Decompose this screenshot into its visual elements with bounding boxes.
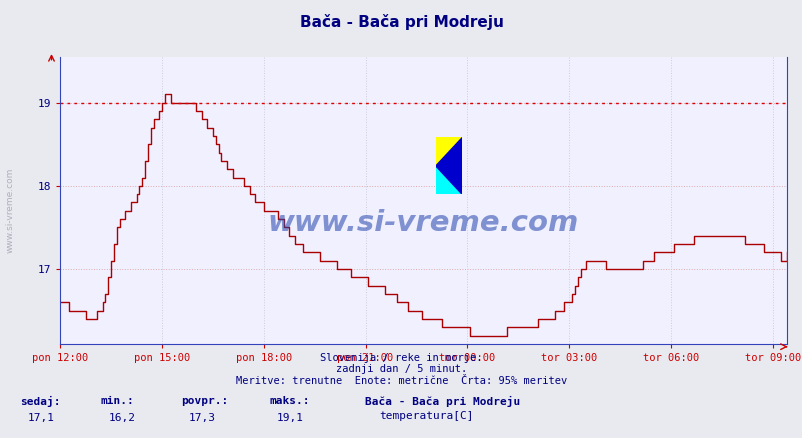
Text: Slovenija / reke in morje.: Slovenija / reke in morje. xyxy=(320,353,482,363)
Text: 19,1: 19,1 xyxy=(277,413,304,423)
Text: sedaj:: sedaj: xyxy=(20,396,60,407)
Text: Meritve: trenutne  Enote: metrične  Črta: 95% meritev: Meritve: trenutne Enote: metrične Črta: … xyxy=(236,376,566,386)
Text: Bača - Bača pri Modreju: Bača - Bača pri Modreju xyxy=(299,14,503,30)
Text: 17,1: 17,1 xyxy=(28,413,55,423)
Text: 17,3: 17,3 xyxy=(188,413,216,423)
Polygon shape xyxy=(435,138,462,194)
Text: Bača - Bača pri Modreju: Bača - Bača pri Modreju xyxy=(365,396,520,407)
Text: 16,2: 16,2 xyxy=(108,413,136,423)
Polygon shape xyxy=(435,166,462,194)
Text: zadnji dan / 5 minut.: zadnji dan / 5 minut. xyxy=(335,364,467,374)
Text: www.si-vreme.com: www.si-vreme.com xyxy=(268,209,578,237)
Text: min.:: min.: xyxy=(100,396,134,406)
Text: povpr.:: povpr.: xyxy=(180,396,228,406)
Polygon shape xyxy=(435,138,462,166)
Text: temperatura[C]: temperatura[C] xyxy=(379,411,473,421)
Text: maks.:: maks.: xyxy=(269,396,309,406)
Text: www.si-vreme.com: www.si-vreme.com xyxy=(5,168,14,253)
